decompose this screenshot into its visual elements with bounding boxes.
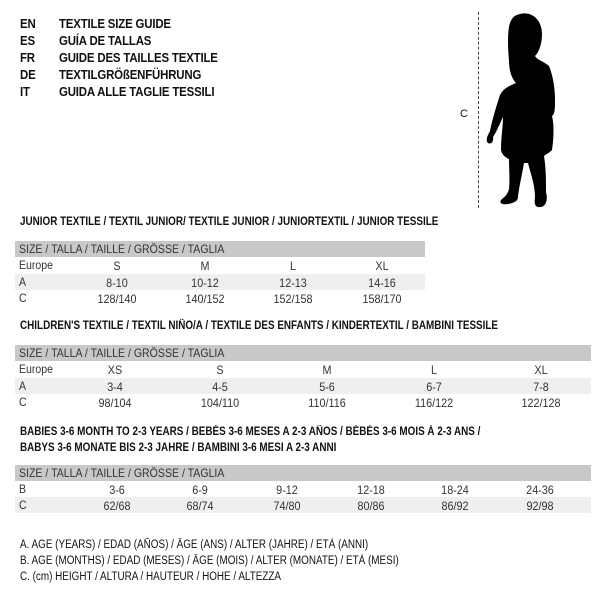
height-measure-label: C bbox=[460, 108, 468, 120]
table-cell: 104/110 bbox=[200, 396, 240, 410]
table-cell: 4-5 bbox=[212, 380, 228, 394]
row-label: A bbox=[19, 275, 27, 289]
language-code: EN bbox=[20, 16, 36, 31]
table-cell: 62/68 bbox=[103, 499, 131, 513]
table-cell: 92/98 bbox=[526, 499, 554, 513]
table-cell: 140/152 bbox=[185, 292, 225, 306]
section-title: JUNIOR TEXTILE / TEXTIL JUNIOR/ TEXTILE … bbox=[20, 216, 439, 228]
row-label: B bbox=[19, 482, 27, 496]
table-row: C 128/140 140/152 152/158 158/170 bbox=[15, 290, 425, 306]
row-label: C bbox=[19, 395, 27, 409]
table-row: Europe S M L XL bbox=[15, 257, 425, 273]
section-title: CHILDREN'S TEXTILE / TEXTIL NIÑO/A / TEX… bbox=[20, 320, 499, 332]
table-row: C 62/68 68/74 74/80 80/86 86/92 92/98 bbox=[15, 497, 591, 513]
table-cell: 6-9 bbox=[192, 483, 208, 497]
table-cell: 116/122 bbox=[414, 396, 454, 410]
table-cell: 14-16 bbox=[368, 276, 396, 290]
table-cell: 98/104 bbox=[98, 396, 132, 410]
table-cell: 158/170 bbox=[362, 292, 402, 306]
table-cell: 110/116 bbox=[308, 396, 346, 410]
legend-item: A. AGE (YEARS) / EDAD (AÑOS) / ÂGE (ANS)… bbox=[20, 539, 369, 551]
table-cell: 152/158 bbox=[273, 292, 313, 306]
size-header-bar: SIZE / TALLA / TAILLE / GRÖSSE / TAGLIA bbox=[15, 465, 591, 481]
table-cell: 24-36 bbox=[526, 483, 554, 497]
table-row: C 98/104 104/110 110/116 116/122 122/128 bbox=[15, 394, 591, 410]
table-cell: 7-8 bbox=[533, 380, 549, 394]
table-cell: 9-12 bbox=[276, 483, 298, 497]
table-cell: XS bbox=[107, 363, 123, 377]
guide-title: GUIDE DES TAILLES TEXTILE bbox=[59, 50, 218, 65]
size-header-bar: SIZE / TALLA / TAILLE / GRÖSSE / TAGLIA bbox=[15, 241, 425, 257]
language-code: DE bbox=[20, 67, 36, 82]
table-cell: 122/128 bbox=[521, 396, 561, 410]
language-code: ES bbox=[20, 33, 35, 48]
guide-title: GUIDA ALLE TAGLIE TESSILI bbox=[59, 84, 215, 99]
table-cell: XL bbox=[375, 259, 389, 273]
table-cell: M bbox=[200, 259, 210, 273]
table-cell: 80/86 bbox=[357, 499, 385, 513]
table-cell: 12-18 bbox=[357, 483, 385, 497]
table-cell: M bbox=[322, 363, 332, 377]
guide-title: TEXTILGRÖßENFÜHRUNG bbox=[59, 67, 202, 82]
language-code: FR bbox=[20, 50, 35, 65]
size-table: SIZE / TALLA / TAILLE / GRÖSSE / TAGLIA B… bbox=[15, 465, 591, 513]
legend-item: C. (cm) HEIGHT / ALTURA / HAUTEUR / HÖHE… bbox=[20, 571, 282, 583]
section-title: BABIES 3-6 MONTH TO 2-3 YEARS / BEBÉS 3-… bbox=[20, 426, 481, 438]
table-row: Europe XS S M L XL bbox=[15, 361, 591, 377]
table-cell: 5-6 bbox=[319, 380, 335, 394]
table-cell: 6-7 bbox=[426, 380, 442, 394]
table-cell: L bbox=[289, 259, 297, 273]
table-row: A 8-10 10-12 12-13 14-16 bbox=[15, 274, 425, 290]
size-table: SIZE / TALLA / TAILLE / GRÖSSE / TAGLIA E… bbox=[15, 345, 591, 410]
table-cell: 10-12 bbox=[191, 276, 219, 290]
row-label: C bbox=[19, 291, 27, 305]
height-measure-line bbox=[478, 12, 479, 208]
table-row: B 3-6 6-9 9-12 12-18 18-24 24-36 bbox=[15, 481, 591, 497]
size-header-label: SIZE / TALLA / TAILLE / GRÖSSE / TAGLIA bbox=[19, 466, 225, 480]
section-title: BABYS 3-6 MONATE BIS 2-3 JAHRE / BAMBINI… bbox=[20, 442, 337, 454]
size-header-label: SIZE / TALLA / TAILLE / GRÖSSE / TAGLIA bbox=[19, 242, 225, 256]
size-header-bar: SIZE / TALLA / TAILLE / GRÖSSE / TAGLIA bbox=[15, 345, 591, 361]
table-cell: 128/140 bbox=[97, 292, 137, 306]
row-label: A bbox=[19, 379, 27, 393]
table-cell: 18-24 bbox=[441, 483, 469, 497]
legend-item: B. AGE (MONTHS) / EDAD (MESES) / ÂGE (MO… bbox=[20, 555, 399, 567]
table-cell: L bbox=[430, 363, 438, 377]
table-cell: 12-13 bbox=[279, 276, 307, 290]
table-cell: 68/74 bbox=[186, 499, 214, 513]
table-cell: XL bbox=[534, 363, 548, 377]
size-header-label: SIZE / TALLA / TAILLE / GRÖSSE / TAGLIA bbox=[19, 346, 225, 360]
child-silhouette-icon bbox=[486, 13, 555, 208]
table-cell: 3-4 bbox=[107, 380, 123, 394]
row-label: Europe bbox=[19, 362, 54, 376]
table-cell: S bbox=[216, 363, 224, 377]
row-label: C bbox=[19, 498, 27, 512]
table-cell: 74/80 bbox=[273, 499, 301, 513]
table-cell: S bbox=[113, 259, 121, 273]
table-cell: 3-6 bbox=[109, 483, 125, 497]
language-code: IT bbox=[20, 84, 30, 99]
guide-title: TEXTILE SIZE GUIDE bbox=[59, 16, 171, 31]
row-label: Europe bbox=[19, 258, 54, 272]
size-table: SIZE / TALLA / TAILLE / GRÖSSE / TAGLIA E… bbox=[15, 241, 425, 306]
table-row: A 3-4 4-5 5-6 6-7 7-8 bbox=[15, 378, 591, 394]
guide-title: GUÍA DE TALLAS bbox=[59, 33, 152, 48]
table-cell: 8-10 bbox=[106, 276, 128, 290]
table-cell: 86/92 bbox=[441, 499, 469, 513]
